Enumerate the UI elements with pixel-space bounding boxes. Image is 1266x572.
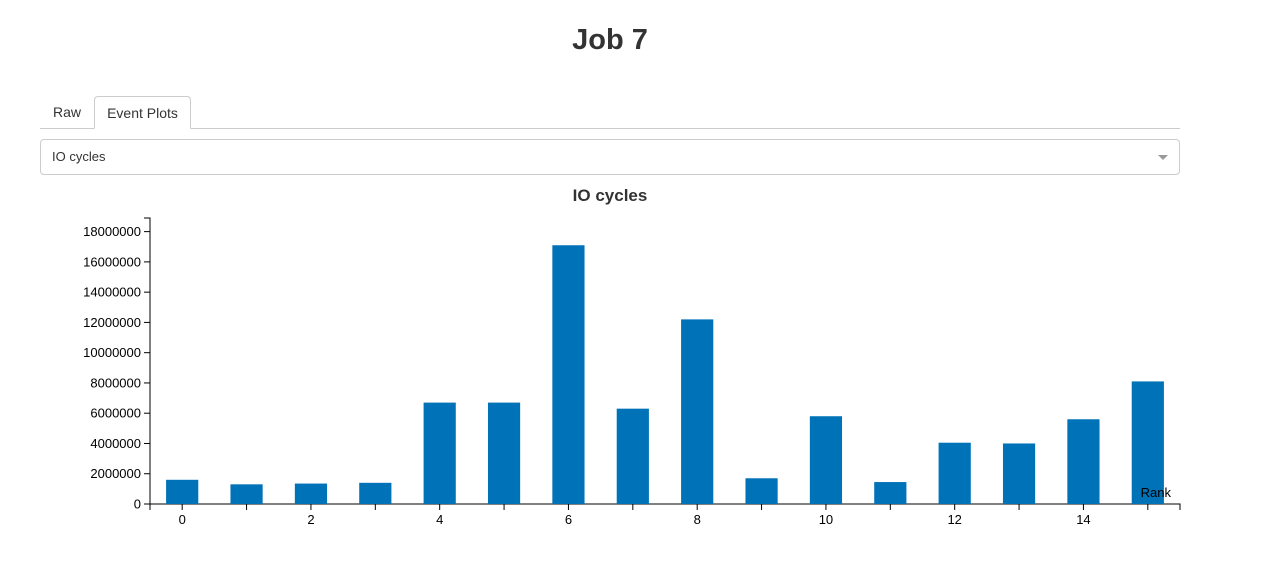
y-axis-line xyxy=(144,217,151,505)
tab-raw[interactable]: Raw xyxy=(52,104,81,120)
y-tick-label: 18000000 xyxy=(83,224,141,239)
bar-rank-8 xyxy=(681,319,714,504)
bar-rank-6 xyxy=(552,245,585,504)
event-select[interactable]: IO cycles xyxy=(40,139,1180,175)
chart-title: IO cycles xyxy=(573,186,648,205)
bar-rank-15 xyxy=(1131,381,1164,504)
page-title: Job 7 xyxy=(572,24,648,56)
bar-rank-2 xyxy=(294,483,328,504)
bars xyxy=(166,245,1164,504)
bar-rank-11 xyxy=(874,482,907,504)
y-tick-label: 2000000 xyxy=(90,466,141,481)
x-tick-label: 10 xyxy=(819,512,833,527)
x-tick-label: 12 xyxy=(947,512,961,527)
y-tick-label: 8000000 xyxy=(90,375,141,390)
tab-event-plots[interactable]: Event Plots xyxy=(94,96,191,129)
bar-rank-10 xyxy=(809,416,843,504)
y-tick-label: 16000000 xyxy=(83,254,141,269)
bar-rank-4 xyxy=(423,402,456,504)
x-tick-label: 4 xyxy=(436,512,443,527)
bar-rank-7 xyxy=(616,408,649,504)
x-tick-label: 8 xyxy=(694,512,701,527)
chevron-down-icon[interactable] xyxy=(1158,155,1168,160)
io-cycles-chart: IO cycles 0 2000000 4000000 6000000 8000000 1… xyxy=(83,186,1181,527)
x-axis-line xyxy=(149,503,1181,510)
bar-rank-1 xyxy=(230,484,263,504)
y-tick-label: 6000000 xyxy=(90,406,141,421)
x-tick-label: 14 xyxy=(1076,512,1090,527)
y-tick-label: 0 xyxy=(134,497,141,512)
x-tick-label: 2 xyxy=(307,512,314,527)
bar-rank-0 xyxy=(166,479,199,504)
tab-bar: Raw Event Plots xyxy=(40,96,1180,129)
bar-rank-3 xyxy=(359,482,392,504)
x-tick-label: 0 xyxy=(179,512,186,527)
bar-rank-12 xyxy=(938,442,971,504)
y-axis: 0 2000000 4000000 6000000 8000000 10000000 120… xyxy=(83,217,151,512)
x-axis-label: Rank xyxy=(1141,485,1172,500)
bar-rank-13 xyxy=(1002,443,1036,504)
y-tick-label: 4000000 xyxy=(90,436,141,451)
bar-rank-5 xyxy=(487,402,521,504)
y-tick-label: 10000000 xyxy=(83,345,141,360)
x-axis: 0 2 4 6 8 10 12 14 xyxy=(149,503,1181,527)
event-select-value: IO cycles xyxy=(52,149,106,164)
y-tick-label: 12000000 xyxy=(83,315,141,330)
bar-rank-14 xyxy=(1067,419,1100,504)
y-tick-label: 14000000 xyxy=(83,285,141,300)
bar-rank-9 xyxy=(745,478,778,504)
x-tick-label: 6 xyxy=(565,512,572,527)
